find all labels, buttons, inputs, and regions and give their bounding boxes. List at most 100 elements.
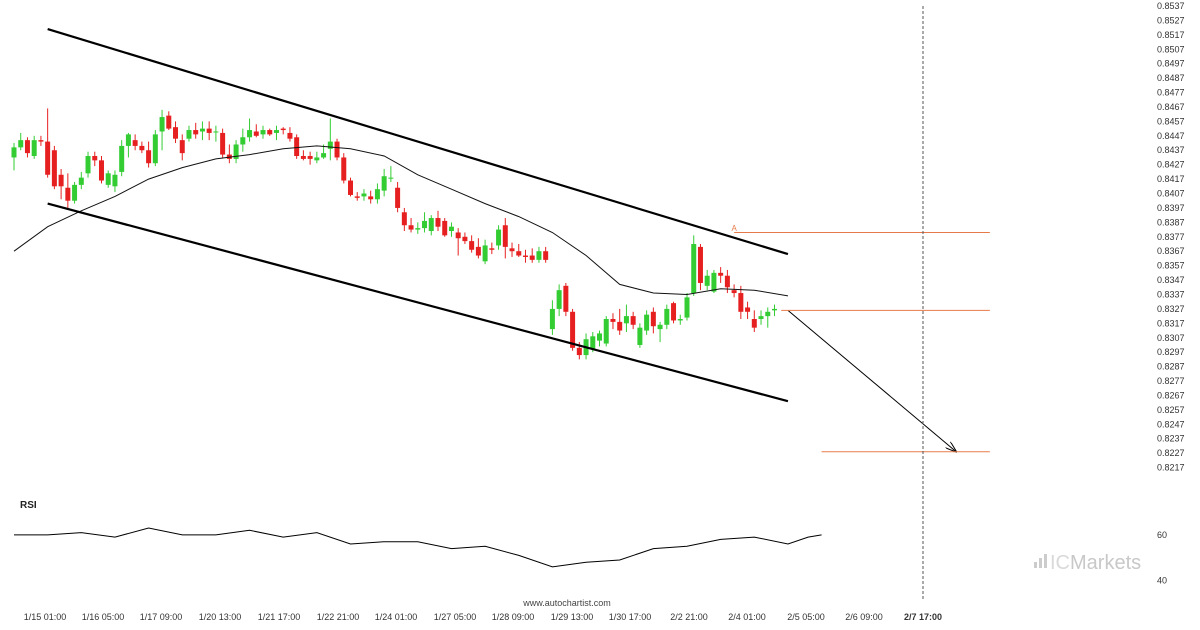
- candle: [307, 151, 313, 165]
- candle: [428, 215, 434, 236]
- price-tick-label: 0.8347: [1157, 275, 1185, 285]
- time-tick-label: 1/15 01:00: [24, 612, 67, 622]
- candle: [691, 235, 697, 296]
- candle: [18, 132, 24, 151]
- candle: [617, 308, 623, 335]
- candle: [610, 313, 616, 330]
- price-tick-label: 0.8327: [1157, 304, 1185, 314]
- price-tick-label: 0.8377: [1157, 232, 1185, 242]
- price-tick-label: 0.8387: [1157, 217, 1185, 227]
- candle: [65, 173, 71, 208]
- time-tick-label: 1/24 01:00: [375, 612, 418, 622]
- candle: [650, 307, 656, 334]
- candle: [442, 218, 448, 237]
- price-tick-label: 0.8337: [1157, 289, 1185, 299]
- price-tick-label: 0.8417: [1157, 174, 1185, 184]
- candle: [408, 218, 414, 233]
- candle: [765, 307, 771, 328]
- price-tick-label: 0.8507: [1157, 44, 1185, 54]
- candle: [751, 310, 757, 332]
- candle: [684, 293, 690, 321]
- candle: [704, 269, 710, 291]
- candle: [758, 310, 764, 325]
- svg-text:ICMarkets: ICMarkets: [1050, 552, 1141, 574]
- candle: [247, 118, 253, 142]
- candle: [166, 111, 172, 131]
- moving-average-line: [13, 145, 789, 297]
- pattern-point-label: A: [731, 224, 737, 233]
- candle: [388, 166, 394, 182]
- candle: [422, 212, 428, 233]
- candle: [119, 140, 125, 177]
- candle: [630, 311, 636, 330]
- candle: [697, 244, 703, 291]
- candle: [139, 141, 145, 154]
- candle: [395, 181, 401, 213]
- candle: [502, 218, 508, 259]
- candle: [415, 222, 421, 234]
- candle: [11, 143, 17, 171]
- candle: [132, 134, 138, 151]
- candle: [213, 125, 219, 142]
- rsi-axis: 60 40: [1157, 530, 1167, 586]
- candle: [240, 128, 246, 152]
- candle: [348, 177, 353, 197]
- brand-logo: ICMarkets: [1034, 552, 1141, 574]
- candle: [260, 125, 266, 139]
- candle: [300, 150, 306, 161]
- candle: [374, 183, 380, 204]
- candle: [159, 109, 165, 151]
- candle: [718, 267, 724, 283]
- price-tick-label: 0.8217: [1157, 463, 1185, 473]
- price-tick-label: 0.8297: [1157, 347, 1185, 357]
- candle: [38, 135, 44, 146]
- rsi-line-path: [14, 527, 822, 568]
- candle: [78, 171, 84, 190]
- candle: [381, 168, 387, 197]
- candle: [327, 118, 333, 161]
- price-levels: A: [731, 6, 990, 600]
- candle: [711, 269, 717, 294]
- candle: [72, 181, 78, 204]
- candle: [267, 128, 273, 136]
- candle: [287, 127, 293, 142]
- price-tick-label: 0.8237: [1157, 434, 1185, 444]
- price-tick-label: 0.8467: [1157, 102, 1185, 112]
- candle: [314, 151, 320, 164]
- rsi-label: RSI: [20, 500, 37, 511]
- candle: [489, 242, 495, 255]
- price-tick-label: 0.8317: [1157, 318, 1185, 328]
- price-tick-label: 0.8277: [1157, 376, 1185, 386]
- candle: [401, 207, 407, 232]
- candle: [361, 189, 367, 201]
- candle: [226, 144, 232, 164]
- candle: [24, 137, 30, 158]
- brand-logo-suffix: Markets: [1070, 552, 1141, 574]
- candle: [677, 314, 683, 325]
- time-tick-label: 1/29 13:00: [551, 612, 594, 622]
- candle: [179, 134, 185, 161]
- candle: [253, 124, 259, 138]
- candle: [623, 304, 629, 332]
- time-tick-label: 2/2 21:00: [670, 612, 708, 622]
- candle: [543, 246, 549, 263]
- price-tick-label: 0.8477: [1157, 88, 1185, 98]
- channel-upper: [47, 28, 789, 256]
- candle: [341, 153, 347, 184]
- trendlines: [47, 28, 957, 452]
- candle: [58, 168, 64, 200]
- candle: [173, 121, 179, 144]
- price-tick-label: 0.8407: [1157, 189, 1185, 199]
- candlesticks: [11, 108, 777, 360]
- candle: [509, 242, 515, 257]
- candle: [233, 140, 239, 164]
- moving-average: [13, 145, 789, 297]
- price-tick-label: 0.8397: [1157, 203, 1185, 213]
- candle: [522, 249, 528, 263]
- price-tick-label: 0.8367: [1157, 246, 1185, 256]
- candle: [516, 244, 522, 257]
- price-tick-label: 0.8357: [1157, 261, 1185, 271]
- price-tick-label: 0.8527: [1157, 15, 1185, 25]
- candle: [536, 246, 542, 263]
